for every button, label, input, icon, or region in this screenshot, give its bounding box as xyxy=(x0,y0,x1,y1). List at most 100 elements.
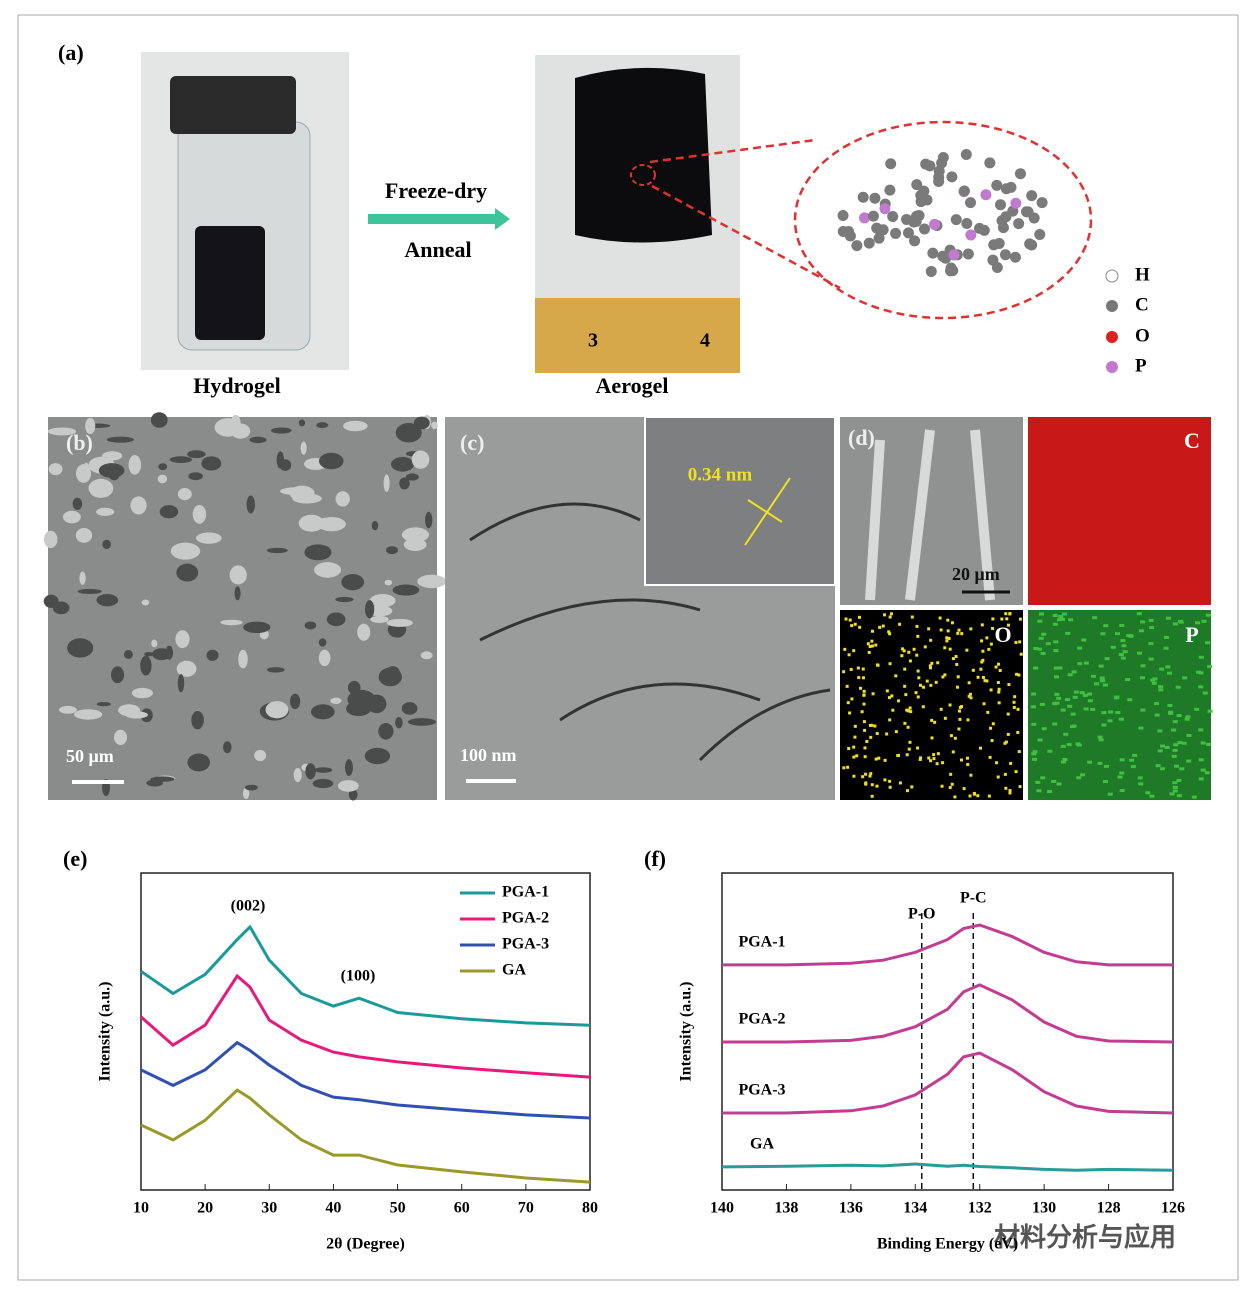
pore xyxy=(318,638,327,647)
eds-dot xyxy=(1015,672,1019,676)
pore xyxy=(298,514,324,532)
ruler xyxy=(535,298,740,373)
eds-dot xyxy=(1003,741,1007,745)
pore xyxy=(192,504,207,524)
eds-dot xyxy=(1077,646,1083,650)
lattice-mark xyxy=(747,499,783,523)
eds-dot xyxy=(1036,789,1042,793)
eds-dot xyxy=(888,779,892,783)
atom xyxy=(1009,251,1021,263)
eds-dot xyxy=(1145,791,1151,795)
atom-key xyxy=(1106,331,1118,343)
atom xyxy=(884,184,896,196)
pore xyxy=(230,414,241,433)
eds-dot xyxy=(918,683,922,687)
eds-dot xyxy=(958,709,962,713)
reference-label: P-C xyxy=(960,890,987,907)
eds-dot xyxy=(905,753,909,757)
eds-dot xyxy=(1098,664,1104,668)
series-line xyxy=(722,1051,1174,1115)
zoom-line xyxy=(649,138,816,164)
pore xyxy=(43,530,58,548)
eds-dot xyxy=(843,647,847,651)
pore xyxy=(405,473,419,481)
eds-dot xyxy=(1119,758,1125,762)
pore xyxy=(254,749,267,762)
atom xyxy=(910,216,922,228)
pore xyxy=(318,452,344,470)
eds-dot xyxy=(1118,717,1124,721)
eds-dot xyxy=(847,653,851,657)
eds-dot xyxy=(852,745,856,749)
eds-dot xyxy=(916,746,920,750)
pore xyxy=(77,588,102,594)
eds-dot xyxy=(965,756,969,760)
atom-label: P xyxy=(1135,355,1147,376)
eds-dot xyxy=(1113,696,1119,700)
eds-dot xyxy=(1070,712,1076,716)
eds-dot xyxy=(1115,632,1121,636)
eds-dot xyxy=(869,772,873,776)
atom xyxy=(924,160,936,172)
eds-dot xyxy=(915,653,919,657)
hrtem-inset xyxy=(644,416,836,586)
eds-dot xyxy=(1097,735,1103,739)
atom xyxy=(1010,197,1022,209)
atom xyxy=(909,235,921,247)
pore xyxy=(343,420,368,432)
atom xyxy=(947,265,959,277)
eds-dot xyxy=(1060,760,1066,764)
pore xyxy=(72,497,83,510)
eds-dot xyxy=(991,617,995,621)
eds-dot xyxy=(888,615,892,619)
eds-dot xyxy=(866,642,870,646)
pore xyxy=(83,462,90,479)
eds-dot xyxy=(855,754,859,758)
sem-texture xyxy=(43,412,447,801)
atom xyxy=(867,210,879,222)
eds-dot xyxy=(1121,644,1127,648)
eds-dot xyxy=(1053,640,1059,644)
eds-dot xyxy=(1087,692,1093,696)
eds-dot xyxy=(1091,674,1097,678)
pore xyxy=(220,619,243,626)
eds-dot xyxy=(921,705,925,709)
pore xyxy=(96,594,119,607)
pore xyxy=(318,649,331,667)
watermark: 材料分析与应用 xyxy=(994,1222,1176,1252)
pore xyxy=(335,596,354,603)
eds-dot xyxy=(1039,702,1045,706)
eds-dot xyxy=(1165,616,1171,620)
atom-label: O xyxy=(1135,325,1150,346)
eds-dot xyxy=(863,728,867,732)
pore xyxy=(392,584,420,596)
eds-dot xyxy=(1140,620,1146,624)
y-axis-label: Intensity (a.u.) xyxy=(678,981,695,1081)
eds-dot xyxy=(1154,702,1160,706)
eds-dot xyxy=(1102,683,1108,687)
eds-dot xyxy=(987,794,991,798)
eds-dot xyxy=(939,707,943,711)
eds-dot xyxy=(853,622,857,626)
pore xyxy=(79,571,86,585)
x-tick-label: 30 xyxy=(261,1200,277,1217)
eds-dot xyxy=(1012,700,1016,704)
eds-dot xyxy=(1077,662,1083,666)
atom xyxy=(1026,190,1038,202)
annotation: (002) xyxy=(231,898,266,915)
eds-dot xyxy=(1172,785,1178,789)
eds-dot xyxy=(965,648,969,652)
eds-dot xyxy=(1014,640,1018,644)
eds-dot xyxy=(853,735,857,739)
arrow-label: Anneal xyxy=(404,237,471,262)
eds-dot xyxy=(875,784,879,788)
eds-dot xyxy=(1006,623,1010,627)
eds-dot xyxy=(1032,757,1038,761)
eds-dot xyxy=(1172,622,1178,626)
eds-dot xyxy=(983,679,987,683)
eds-dot xyxy=(1127,634,1133,638)
eds-dot xyxy=(1038,636,1044,640)
eds-dot xyxy=(948,703,952,707)
eds-dot xyxy=(1176,779,1182,783)
eds-dot xyxy=(907,650,911,654)
